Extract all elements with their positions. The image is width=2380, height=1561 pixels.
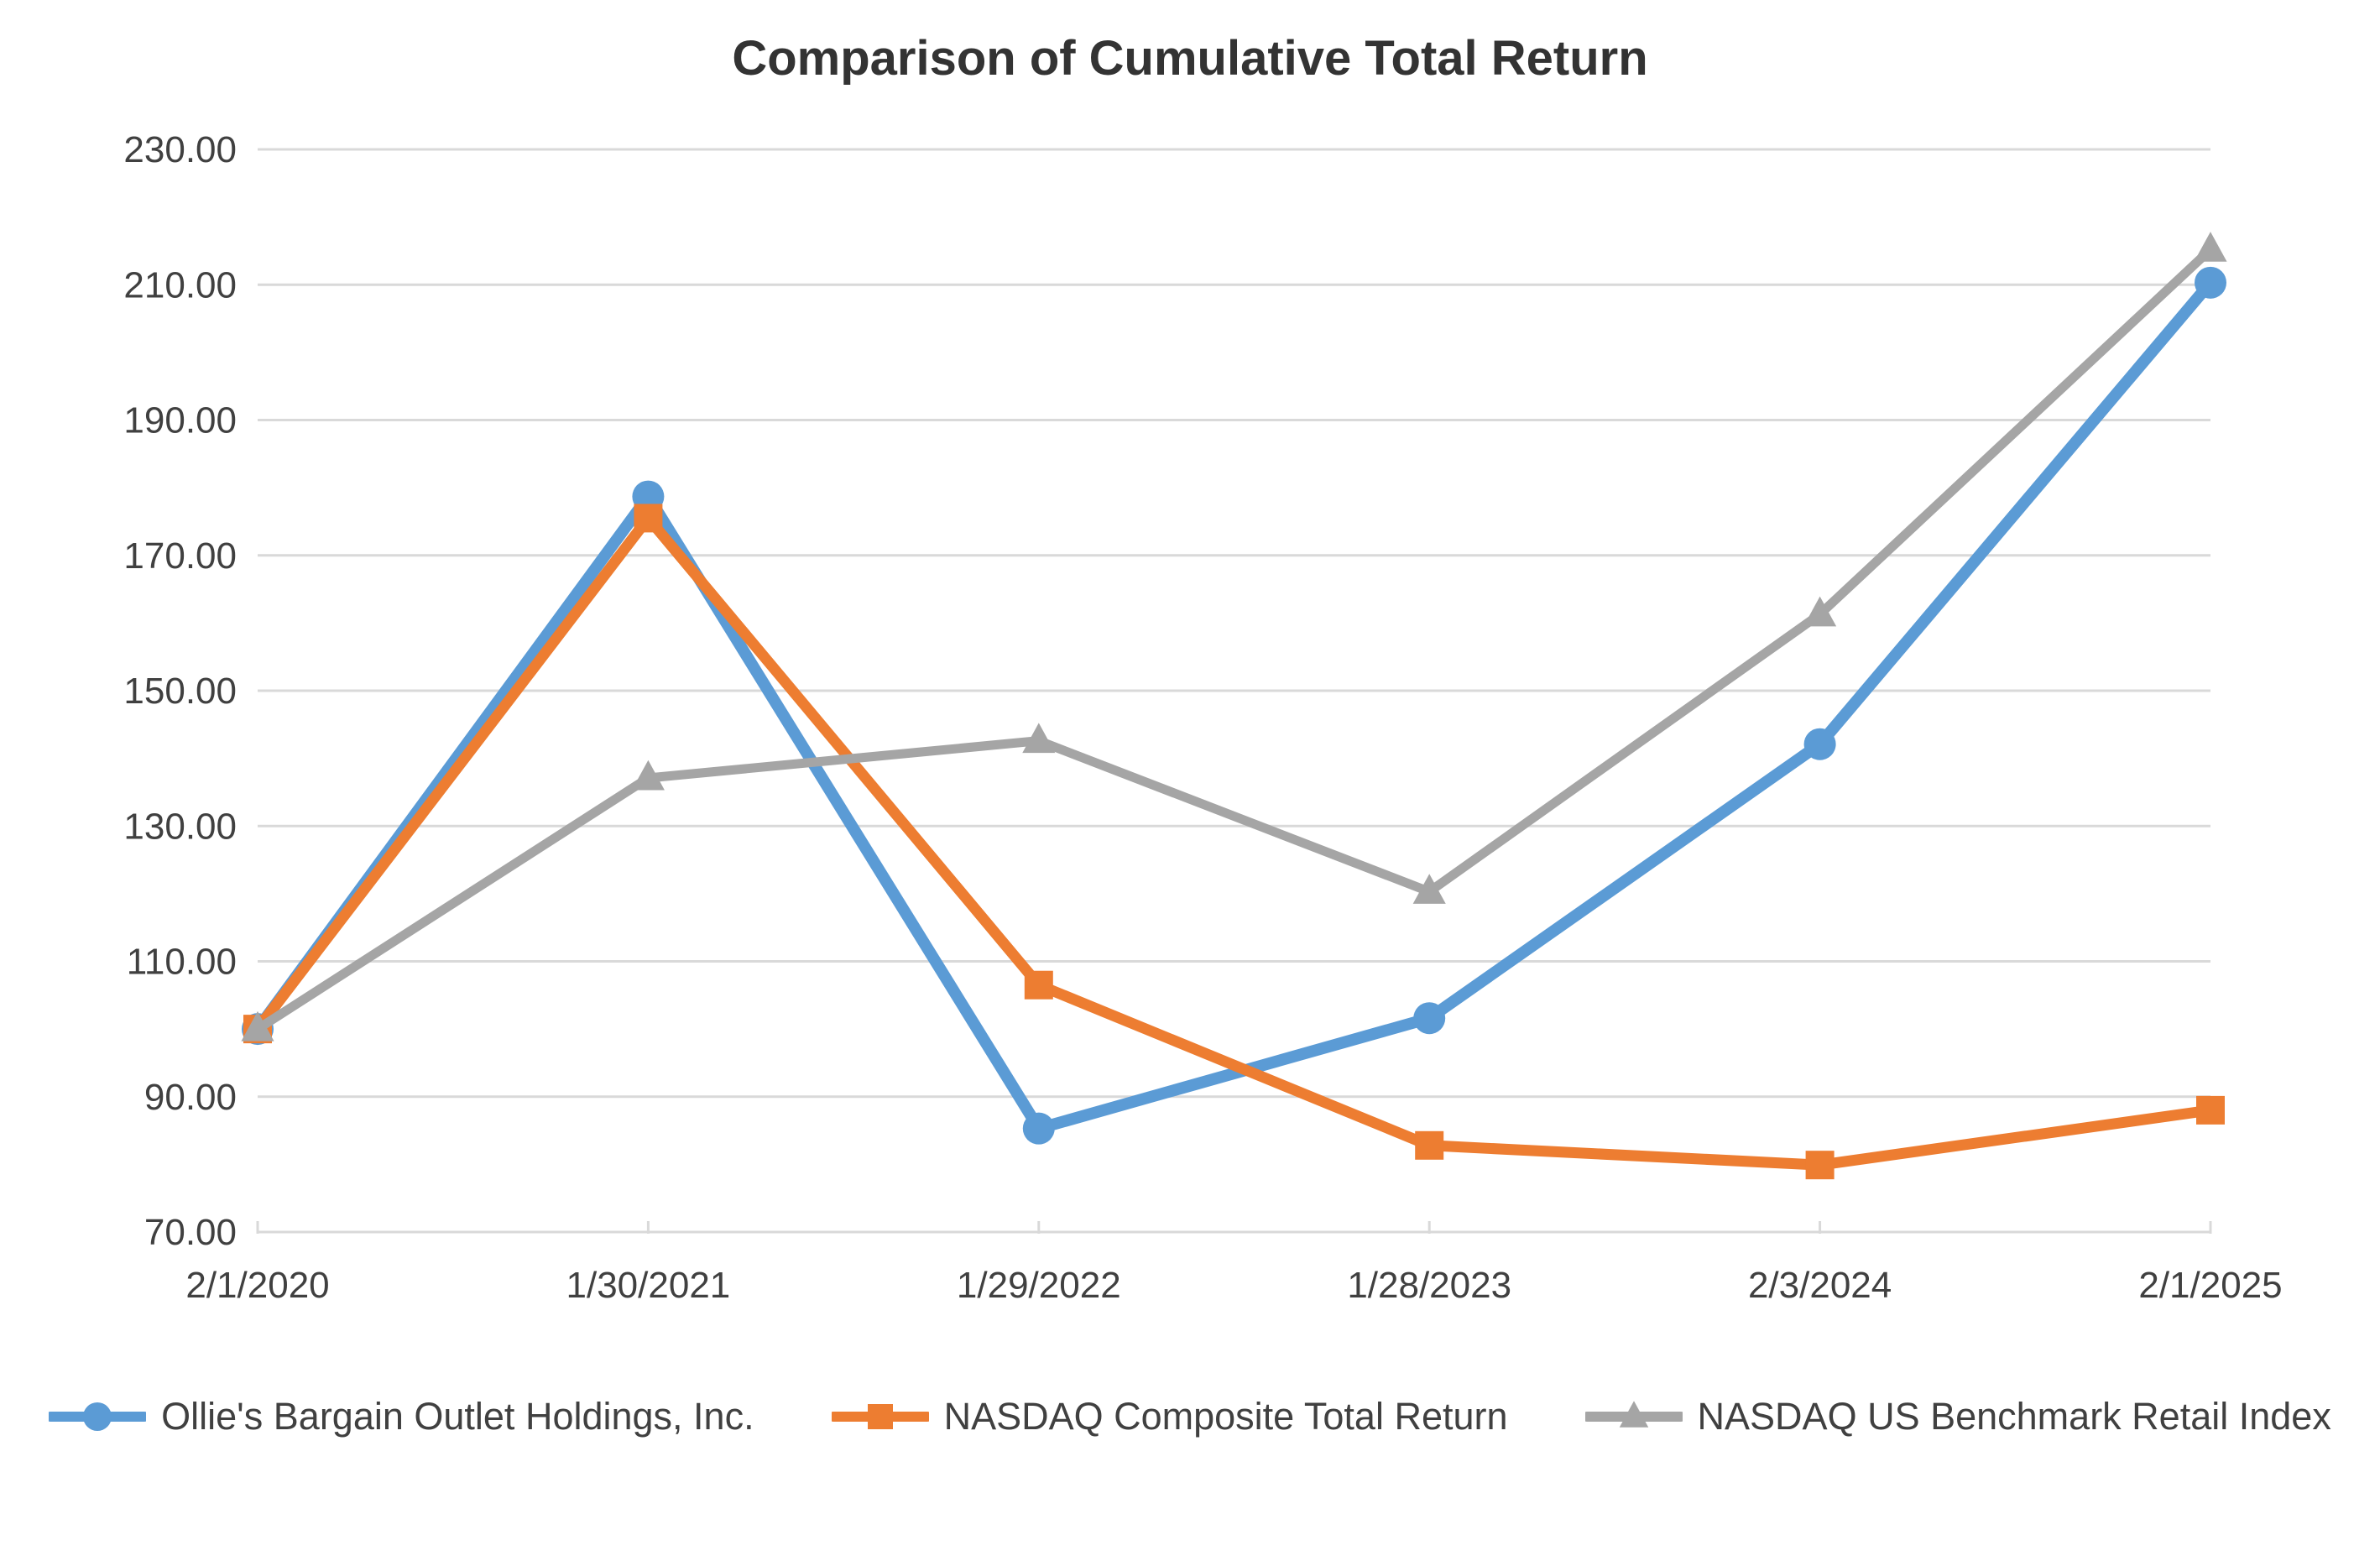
- legend-marker-glyph: [867, 1404, 893, 1429]
- y-axis-tick-label: 130.00: [123, 806, 237, 847]
- data-point-marker: [1803, 596, 1837, 627]
- legend-marker-glyph: [1619, 1401, 1648, 1428]
- legend-item-ollies: Ollie's Bargain Outlet Holdings, Inc.: [49, 1395, 754, 1438]
- data-point-marker: [634, 504, 663, 533]
- data-point-marker: [1412, 874, 1446, 904]
- data-point-marker: [2196, 1095, 2225, 1125]
- legend-item-nasdaq-retail: NASDAQ US Benchmark Retail Index: [1584, 1395, 2331, 1438]
- data-point-marker: [1803, 728, 1836, 760]
- x-axis-tick-label: 1/28/2023: [1347, 1265, 1511, 1306]
- series-line: [252, 276, 2216, 1135]
- line-triangle-marker-icon: [1584, 1395, 1683, 1438]
- series-line: [252, 512, 2216, 1171]
- y-axis-tick-label: 110.00: [127, 942, 237, 983]
- data-point-marker: [2195, 266, 2226, 299]
- y-axis-tick-label: 170.00: [123, 535, 237, 577]
- y-axis-tick-label: 230.00: [123, 129, 237, 170]
- data-point-marker: [241, 1010, 274, 1042]
- data-point-marker: [1022, 1112, 1055, 1145]
- data-point-marker: [1805, 1151, 1835, 1180]
- data-point-marker: [1022, 723, 1056, 754]
- line-square-marker-icon: [831, 1395, 929, 1438]
- legend-item-label: NASDAQ Composite Total Return: [943, 1395, 1508, 1438]
- legend-item-label: Ollie's Bargain Outlet Holdings, Inc.: [161, 1395, 754, 1438]
- line-circle-marker-icon: [49, 1395, 147, 1438]
- x-axis-tick-label: 1/29/2022: [957, 1265, 1121, 1306]
- series-circle: [242, 266, 2226, 1145]
- series-line: [253, 244, 2216, 1034]
- data-point-marker: [631, 760, 665, 791]
- y-axis-tick-label: 210.00: [123, 264, 237, 305]
- data-point-marker: [1413, 1002, 1446, 1035]
- legend-marker-glyph: [83, 1402, 112, 1431]
- legend-item-nasdaq-composite: NASDAQ Composite Total Return: [831, 1395, 1508, 1438]
- x-axis-tick-label: 2/3/2024: [1748, 1265, 1892, 1306]
- x-axis-tick-label: 2/1/2020: [185, 1265, 329, 1306]
- chart-title: Comparison of Cumulative Total Return: [732, 31, 1648, 86]
- legend-item-label: NASDAQ US Benchmark Retail Index: [1697, 1395, 2331, 1438]
- series-triangle: [241, 232, 2227, 1042]
- x-axis-tick-label: 1/30/2021: [566, 1265, 731, 1306]
- y-axis-tick-label: 90.00: [144, 1077, 237, 1118]
- y-axis-tick-label: 190.00: [123, 400, 237, 441]
- data-point-marker: [1415, 1130, 1444, 1160]
- data-point-marker: [1024, 970, 1053, 1000]
- data-point-marker: [2194, 232, 2227, 262]
- x-axis-tick-label: 2/1/2025: [2138, 1265, 2282, 1306]
- y-axis-tick-label: 150.00: [123, 671, 237, 712]
- legend: Ollie's Bargain Outlet Holdings, Inc. NA…: [0, 1385, 2380, 1449]
- y-axis-tick-label: 70.00: [144, 1212, 237, 1253]
